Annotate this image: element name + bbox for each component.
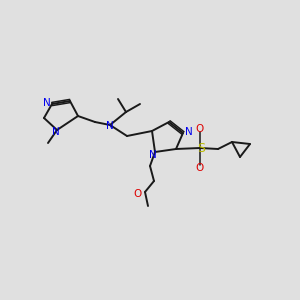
Text: N: N xyxy=(185,127,193,137)
Text: O: O xyxy=(133,189,141,199)
Text: N: N xyxy=(52,127,60,137)
Text: N: N xyxy=(149,150,157,160)
Text: N: N xyxy=(43,98,51,108)
Text: O: O xyxy=(196,163,204,173)
Text: S: S xyxy=(197,142,205,155)
Text: O: O xyxy=(196,124,204,134)
Text: N: N xyxy=(106,121,114,131)
